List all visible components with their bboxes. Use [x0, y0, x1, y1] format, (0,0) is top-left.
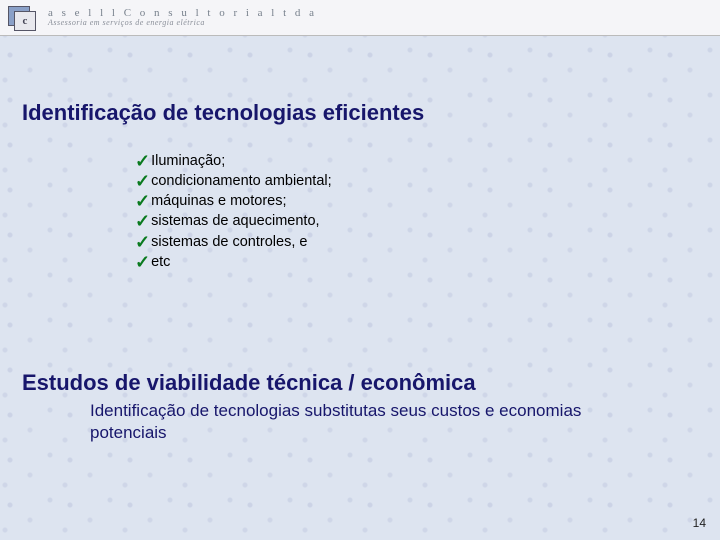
- list-item: ✓ sistemas de aquecimento,: [135, 210, 332, 230]
- check-icon: ✓: [135, 233, 150, 251]
- list-item: ✓ etc: [135, 251, 332, 271]
- bullet-text: máquinas e motores;: [151, 192, 286, 210]
- company-tagline: Assessoria em serviços de energia elétri…: [48, 19, 317, 27]
- company-block: a s e l l l C o n s u l t o r i a l t d …: [48, 8, 317, 28]
- bullet-text: sistemas de aquecimento,: [151, 212, 319, 230]
- check-icon: ✓: [135, 212, 150, 230]
- list-item: ✓ máquinas e motores;: [135, 190, 332, 210]
- logo-letter: c: [14, 11, 36, 31]
- list-item: ✓ condicionamento ambiental;: [135, 170, 332, 190]
- section-heading-1: Identificação de tecnologias eficientes: [22, 100, 424, 126]
- check-icon: ✓: [135, 253, 150, 271]
- bullet-text: etc: [151, 253, 170, 271]
- check-icon: ✓: [135, 152, 150, 170]
- section-heading-2: Estudos de viabilidade técnica / econômi…: [22, 370, 476, 396]
- company-logo: c: [6, 4, 38, 32]
- page-number: 14: [693, 516, 706, 530]
- check-icon: ✓: [135, 172, 150, 190]
- check-icon: ✓: [135, 192, 150, 210]
- bullet-text: condicionamento ambiental;: [151, 172, 332, 190]
- bullet-list: ✓ Iluminação; ✓ condicionamento ambienta…: [135, 150, 332, 271]
- bullet-text: sistemas de controles, e: [151, 233, 307, 251]
- section-subtext: Identificação de tecnologias substitutas…: [90, 400, 590, 444]
- bullet-text: Iluminação;: [151, 152, 225, 170]
- list-item: ✓ Iluminação;: [135, 150, 332, 170]
- slide-header: c a s e l l l C o n s u l t o r i a l t …: [0, 0, 720, 36]
- list-item: ✓ sistemas de controles, e: [135, 231, 332, 251]
